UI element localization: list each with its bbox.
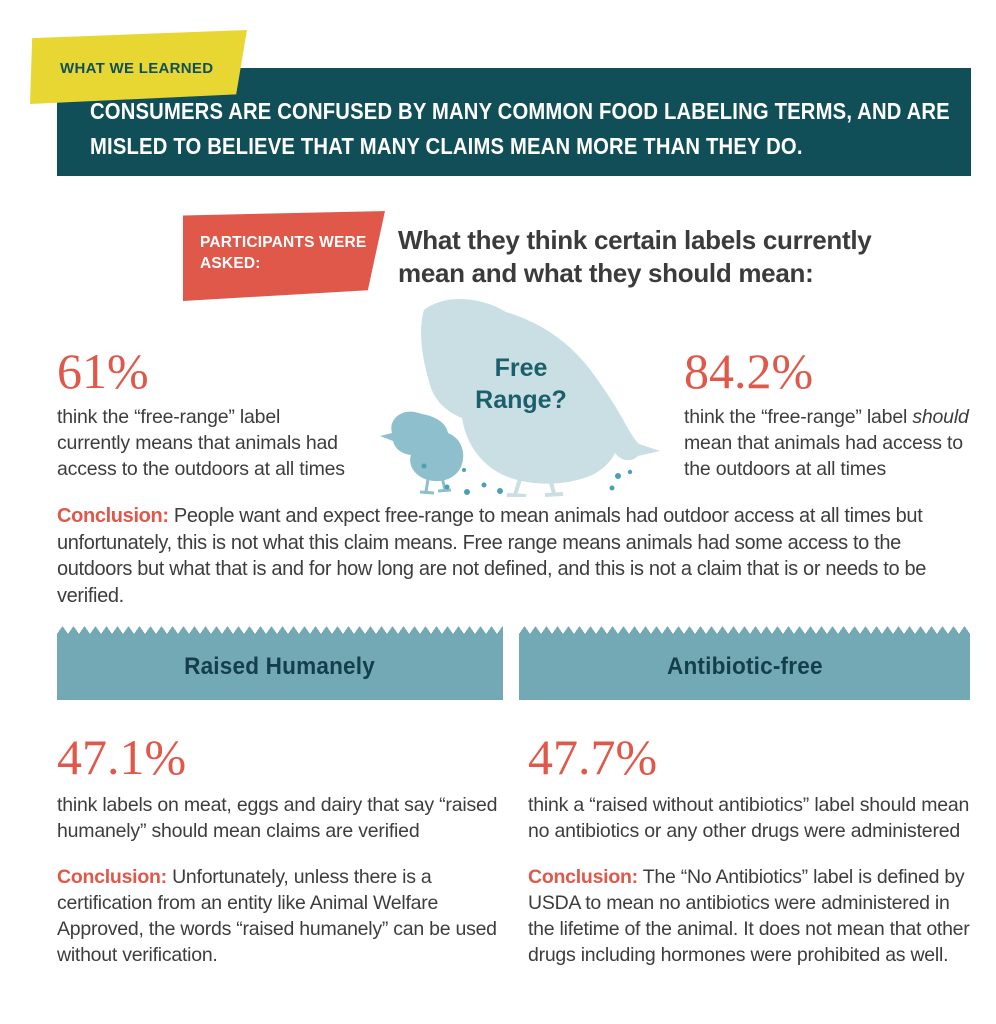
- what-we-learned-tag: WHAT WE LEARNED: [30, 30, 247, 104]
- conclusion-label: Conclusion:: [528, 865, 638, 888]
- stat-should-text-emphasis: should: [912, 405, 969, 428]
- asked-line-2: ASKED:: [200, 255, 261, 272]
- chick-silhouette-icon: [380, 411, 464, 482]
- hen-legs-icon: [506, 477, 564, 497]
- participants-asked-badge: PARTICIPANTS WERE ASKED:: [183, 211, 385, 301]
- section-raised-humanely: 47.1% think labels on meat, eggs and dai…: [57, 731, 504, 968]
- stat-should-text-post: mean that animals had access to the outd…: [684, 431, 963, 480]
- stat-antibiotic-free-value: 47.7%: [528, 729, 658, 785]
- raised-humanely-conclusion: Conclusion: Unfortunately, unless there …: [57, 864, 504, 968]
- section-antibiotic-free: 47.7% think a “raised without antibiotic…: [528, 731, 980, 968]
- ribbon-antibiotic-free-label: Antibiotic-free: [666, 653, 823, 680]
- conclusion-text: The “No Antibiotics” label is defined by…: [528, 865, 970, 966]
- what-we-learned-label: WHAT WE LEARNED: [60, 59, 214, 77]
- ribbon-raised-humanely-label: Raised Humanely: [184, 653, 376, 680]
- question-line-2: mean and what they should mean:: [398, 258, 814, 288]
- stat-current-meaning: 61% think the “free-range” label current…: [57, 345, 355, 482]
- free-range-question-label: Free Range?: [436, 352, 606, 416]
- free-range-conclusion: Conclusion: People want and expect free-…: [57, 503, 975, 609]
- asked-line-1: PARTICIPANTS WERE: [200, 234, 367, 251]
- conclusion-text: Unfortunately, unless there is a certifi…: [57, 865, 497, 966]
- stat-current-value: 61%: [57, 343, 149, 399]
- stat-should-value: 84.2%: [684, 343, 814, 399]
- question-heading: What they think certain labels currently…: [398, 224, 872, 290]
- stat-should-meaning: 84.2% think the “free-range” label shoul…: [684, 345, 986, 482]
- headline-line-1: CONSUMERS ARE CONFUSED BY MANY COMMON FO…: [90, 98, 950, 124]
- hen-silhouette-icon: [421, 298, 660, 484]
- stat-raised-humanely-text: think labels on meat, eggs and dairy tha…: [57, 793, 498, 842]
- conclusion-label: Conclusion:: [57, 505, 169, 527]
- ribbon-antibiotic-free: Antibiotic-free: [519, 626, 970, 700]
- chick-legs-icon: [419, 476, 452, 495]
- stat-should-text-pre: think the “free-range” label: [684, 405, 913, 428]
- stat-current-text: think the “free-range” label currently m…: [57, 405, 345, 480]
- stat-antibiotic-free-text: think a “raised without antibiotics” lab…: [528, 793, 970, 842]
- conclusion-label: Conclusion:: [57, 865, 167, 888]
- free-range-label-line-1: Free: [494, 354, 548, 382]
- free-range-label-line-2: Range?: [475, 386, 567, 414]
- question-line-1: What they think certain labels currently: [398, 225, 872, 255]
- ribbon-raised-humanely: Raised Humanely: [57, 626, 503, 700]
- stat-should-text: think the “free-range” label should mean…: [684, 404, 986, 482]
- antibiotic-free-conclusion: Conclusion: The “No Antibiotics” label i…: [528, 864, 980, 968]
- stat-raised-humanely-value: 47.1%: [57, 729, 187, 785]
- feed-dots-icon: [421, 463, 633, 495]
- headline-banner: CONSUMERS ARE CONFUSED BY MANY COMMON FO…: [57, 68, 971, 176]
- conclusion-text: People want and expect free-range to mea…: [57, 505, 927, 607]
- headline-line-2: MISLED TO BELIEVE THAT MANY CLAIMS MEAN …: [90, 133, 803, 159]
- free-range-hen-illustration: [380, 298, 660, 497]
